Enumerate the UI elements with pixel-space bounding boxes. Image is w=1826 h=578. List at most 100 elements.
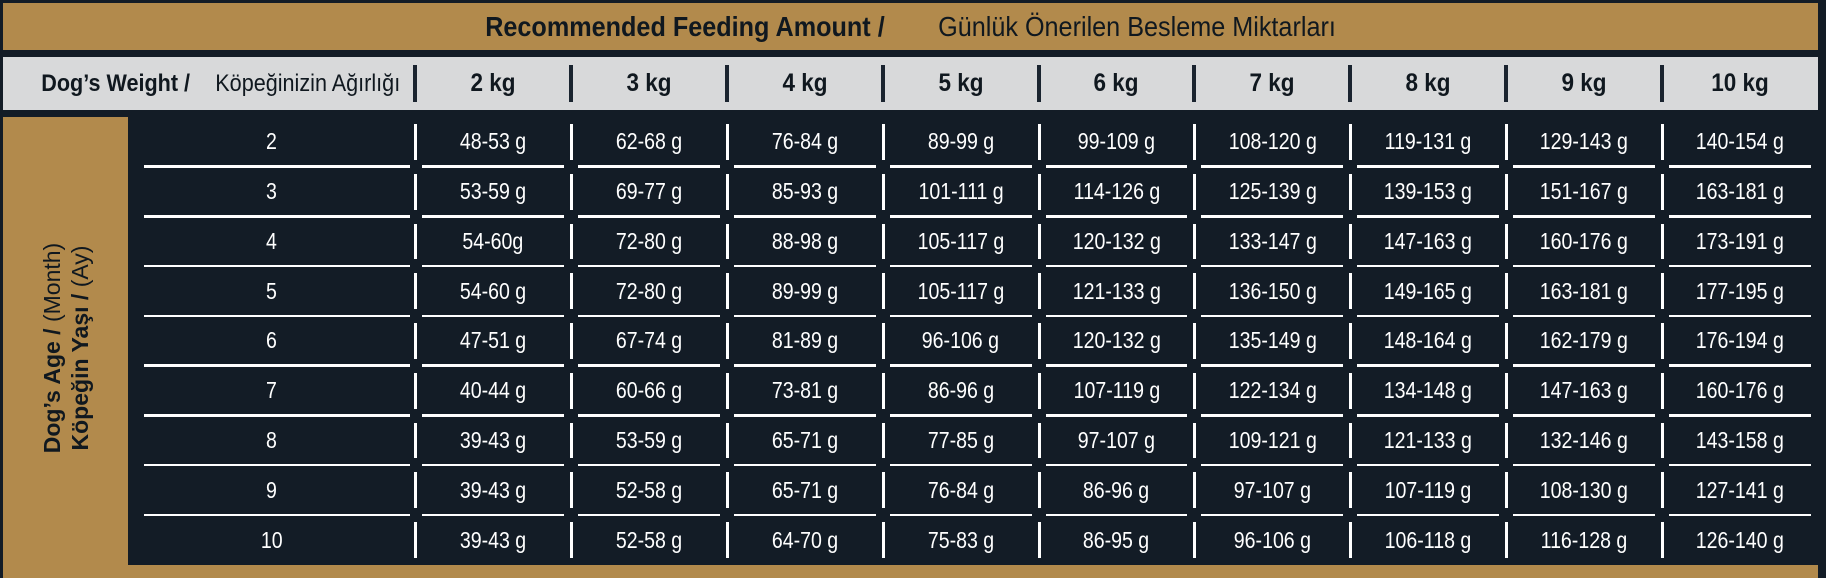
- feeding-amount-cell: 136-150 g: [1193, 266, 1350, 317]
- feeding-amount-cell: 86-96 g: [1037, 465, 1195, 516]
- feeding-amount-cell: 134-148 g: [1349, 366, 1506, 417]
- feeding-amount-cell: 108-120 g: [1193, 117, 1350, 168]
- feeding-amount-cell: 149-165 g: [1349, 266, 1506, 317]
- feeding-amount-cell: 47-51 g: [414, 316, 571, 367]
- feeding-amount-cell: 129-143 g: [1505, 117, 1662, 168]
- feeding-amount-cell: 163-181 g: [1661, 167, 1818, 218]
- weight-label-english: Dog’s Weight /: [41, 69, 191, 97]
- feeding-amount-cell: 127-141 g: [1661, 465, 1818, 516]
- title-english: Recommended Feeding Amount /: [485, 10, 885, 42]
- feeding-amount-cell: 40-44 g: [414, 366, 571, 417]
- age-cell: 4: [128, 217, 415, 268]
- feeding-amount-cell: 72-80 g: [569, 266, 727, 317]
- feeding-amount-cell: 126-140 g: [1661, 515, 1818, 565]
- feeding-amount-cell: 151-167 g: [1505, 167, 1662, 218]
- feeding-amount-cell: 85-93 g: [725, 167, 883, 218]
- age-cell: 3: [128, 167, 415, 218]
- weight-header-cell: 10 kg: [1660, 57, 1818, 110]
- feeding-amount-cell: 119-131 g: [1349, 117, 1506, 168]
- age-cell: 2: [128, 117, 415, 168]
- weight-header-row: Dog’s Weight / Köpeğinizin Ağırlığı 2 kg…: [3, 57, 1818, 110]
- feeding-amount-cell: 121-133 g: [1037, 266, 1195, 317]
- feeding-amount-cell: 132-146 g: [1505, 416, 1662, 467]
- feeding-amount-cell: 173-191 g: [1661, 217, 1818, 268]
- feeding-amount-cell: 86-96 g: [881, 366, 1039, 417]
- feeding-amount-cell: 143-158 g: [1661, 416, 1818, 467]
- feeding-amount-cell: 88-98 g: [725, 217, 883, 268]
- feeding-amount-cell: 77-85 g: [881, 416, 1039, 467]
- feeding-amount-cell: 99-109 g: [1037, 117, 1195, 168]
- divider: [3, 110, 1818, 117]
- feeding-amount-cell: 39-43 g: [414, 515, 571, 565]
- feeding-amount-cell: 65-71 g: [725, 416, 883, 467]
- bottom-gold-bar: [128, 565, 1818, 578]
- feeding-amount-cell: 97-107 g: [1037, 416, 1195, 467]
- feeding-amount-cell: 48-53 g: [414, 117, 571, 168]
- feeding-amount-cell: 54-60 g: [414, 266, 571, 317]
- feeding-amount-cell: 69-77 g: [569, 167, 727, 218]
- feeding-amount-cell: 89-99 g: [881, 117, 1039, 168]
- feeding-amount-cell: 107-119 g: [1037, 366, 1195, 417]
- weight-label-turkish: Köpeğinizin Ağırlığı: [215, 69, 401, 97]
- feeding-amount-cell: 120-132 g: [1037, 316, 1195, 367]
- title-turkish: Günlük Önerilen Besleme Miktarları: [938, 10, 1336, 42]
- age-label-turkish: Köpeğin Yaşı / (Ay): [66, 245, 93, 450]
- age-sidebar: Dog’s Age / (Month) Köpeğin Yaşı / (Ay): [3, 117, 128, 578]
- feeding-amount-cell: 140-154 g: [1661, 117, 1818, 168]
- feeding-amount-cell: 62-68 g: [569, 117, 727, 168]
- feeding-amount-cell: 160-176 g: [1505, 217, 1662, 268]
- feeding-amount-cell: 105-117 g: [881, 217, 1039, 268]
- feeding-amount-cell: 147-163 g: [1505, 366, 1662, 417]
- weight-header-cell: 8 kg: [1348, 57, 1506, 110]
- divider: [3, 50, 1818, 57]
- feeding-amount-cell: 135-149 g: [1193, 316, 1350, 367]
- weight-header-cell: 6 kg: [1036, 57, 1195, 110]
- feeding-amount-cell: 105-117 g: [881, 266, 1039, 317]
- feeding-amount-cell: 125-139 g: [1193, 167, 1350, 218]
- feeding-amount-cell: 116-128 g: [1505, 515, 1662, 565]
- table-right-column: 2 48-53 g 62-68 g 76-84 g 89-99 g 99-109 g 108…: [128, 117, 1818, 578]
- feeding-amount-cell: 53-59 g: [569, 416, 727, 467]
- feeding-amount-cell: 52-58 g: [569, 465, 727, 516]
- age-cell: 8: [128, 416, 415, 467]
- feeding-amount-cell: 176-194 g: [1661, 316, 1818, 367]
- title-bar: Recommended Feeding Amount / Günlük Öner…: [3, 3, 1818, 50]
- feeding-amount-cell: 75-83 g: [881, 515, 1039, 565]
- feeding-amount-cell: 53-59 g: [414, 167, 571, 218]
- feeding-amount-cell: 76-84 g: [725, 117, 883, 168]
- feeding-amount-cell: 96-106 g: [881, 316, 1039, 367]
- age-cell: 7: [128, 366, 415, 417]
- weight-header-cell: 2 kg: [413, 57, 571, 110]
- feeding-amount-cell: 122-134 g: [1193, 366, 1350, 417]
- feeding-amount-cell: 133-147 g: [1193, 217, 1350, 268]
- feeding-amount-cell: 120-132 g: [1037, 217, 1195, 268]
- age-cell: 10: [260, 526, 283, 553]
- age-cell: 6: [128, 316, 415, 367]
- feeding-table-body: 2 48-53 g 62-68 g 76-84 g 89-99 g 99-109 g 108…: [128, 117, 1818, 565]
- weight-header-cell: 3 kg: [568, 57, 727, 110]
- feeding-amount-cell: 39-43 g: [414, 416, 571, 467]
- feeding-amount-cell: 81-89 g: [725, 316, 883, 367]
- age-cell: 9: [128, 465, 415, 516]
- feeding-amount-cell: 162-179 g: [1505, 316, 1662, 367]
- feeding-amount-cell: 107-119 g: [1349, 465, 1506, 516]
- feeding-amount-cell: 54-60g: [414, 217, 571, 268]
- weight-header-cell: 5 kg: [880, 57, 1039, 110]
- feeding-amount-cell: 114-126 g: [1037, 167, 1195, 218]
- feeding-amount-cell: 39-43 g: [414, 465, 571, 516]
- feeding-amount-cell: 60-66 g: [569, 366, 727, 417]
- age-cell: 5: [128, 266, 415, 317]
- feeding-amount-cell: 86-95 g: [1037, 515, 1195, 565]
- age-label-english: Dog’s Age / (Month): [38, 242, 65, 453]
- feeding-amount-cell: 106-118 g: [1349, 515, 1506, 565]
- feeding-amount-cell: 163-181 g: [1505, 266, 1662, 317]
- age-sidebar-label: Dog’s Age / (Month) Köpeğin Yaşı / (Ay): [37, 242, 93, 452]
- feeding-amount-cell: 177-195 g: [1661, 266, 1818, 317]
- feeding-amount-cell: 160-176 g: [1661, 366, 1818, 417]
- feeding-amount-cell: 108-130 g: [1505, 465, 1662, 516]
- feeding-amount-cell: 76-84 g: [881, 465, 1039, 516]
- feeding-amount-cell: 72-80 g: [569, 217, 727, 268]
- feeding-amount-cell: 139-153 g: [1349, 167, 1506, 218]
- feeding-amount-cell: 97-107 g: [1193, 465, 1350, 516]
